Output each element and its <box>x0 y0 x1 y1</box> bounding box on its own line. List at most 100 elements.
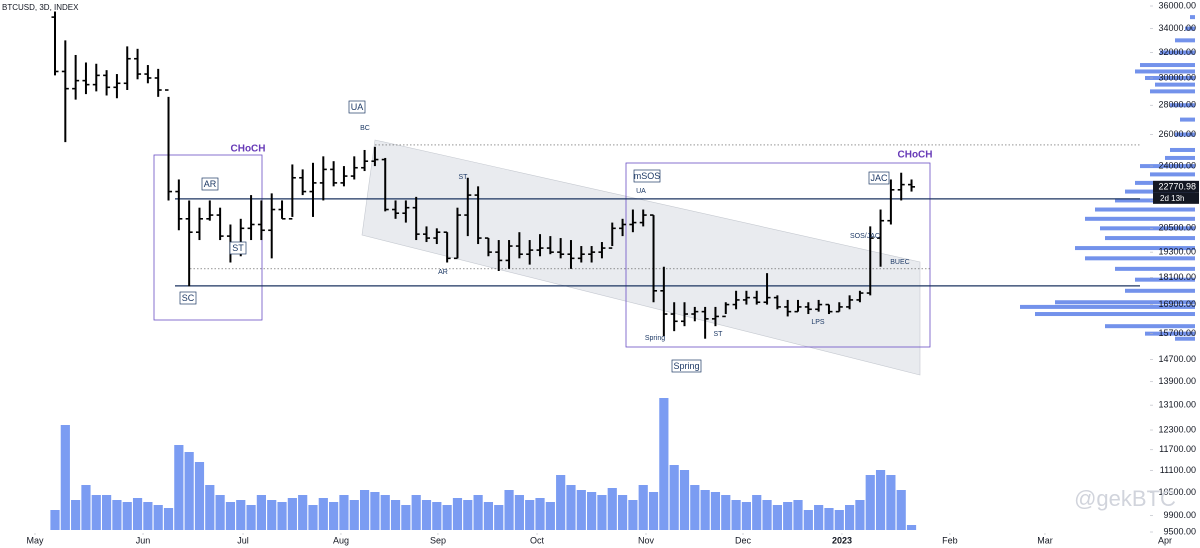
x-tick-label: Jul <box>237 535 249 545</box>
profile-bar <box>1140 164 1195 169</box>
profile-bar <box>1095 207 1195 212</box>
x-tick-label: Oct <box>530 535 545 545</box>
volume-bar <box>60 425 70 530</box>
profile-bar <box>1085 256 1195 261</box>
volume-bar <box>855 500 865 530</box>
profile-bar <box>1165 155 1195 160</box>
profile-bar <box>1160 50 1195 55</box>
y-tick-label: 34000.00 <box>1158 23 1196 33</box>
volume-bar <box>50 510 60 530</box>
x-tick-label: Mar <box>1037 535 1053 545</box>
annotation: SC <box>182 293 195 303</box>
volume-bar <box>102 495 112 530</box>
volume-bar <box>112 500 122 530</box>
profile-bar <box>1075 246 1195 251</box>
profile-bar <box>1175 38 1195 43</box>
volume-bar <box>308 505 318 530</box>
volume-bar <box>535 498 545 530</box>
volume-bar <box>824 508 834 530</box>
profile-bar <box>1115 266 1195 271</box>
volume-bar <box>349 500 359 530</box>
volume-bar <box>277 502 287 530</box>
volume-bar <box>287 498 297 530</box>
y-tick-label: 26000.00 <box>1158 129 1196 139</box>
profile-bar <box>1055 300 1195 305</box>
volume-bar <box>163 508 174 530</box>
y-tick-label: 30000.00 <box>1158 72 1196 82</box>
profile-bar <box>1155 82 1195 87</box>
volume-bar <box>298 495 308 530</box>
profile-bar <box>1125 288 1195 293</box>
volume-bar <box>617 495 628 530</box>
x-tick-label: Jun <box>136 535 151 545</box>
volume-bar <box>174 445 184 530</box>
volume-bar <box>556 475 566 530</box>
annotation: JAC <box>870 173 888 183</box>
volume-bar <box>793 500 803 530</box>
volume-bar <box>803 510 813 530</box>
profile-bar <box>1185 26 1195 31</box>
y-tick-label: 19300.00 <box>1158 247 1196 257</box>
volume-bar <box>153 505 163 530</box>
volume-bar <box>122 502 132 530</box>
volume-bar <box>411 495 421 530</box>
profile-bar <box>1135 277 1195 282</box>
volume-bar <box>421 500 432 530</box>
profile-bar <box>1150 172 1195 177</box>
volume-bar <box>525 500 535 530</box>
label-box <box>179 291 197 305</box>
volume-bar <box>318 498 328 530</box>
volume-bar <box>845 505 855 530</box>
profile-bar <box>1180 117 1195 122</box>
volume-bar <box>679 470 690 530</box>
volume-bar <box>814 505 824 530</box>
volume-bar <box>659 398 669 530</box>
annotation: CHoCH <box>898 150 933 161</box>
countdown-tag <box>1153 192 1199 204</box>
label-box <box>671 359 702 373</box>
y-tick-label: 28000.00 <box>1158 100 1196 110</box>
profile-bar <box>1150 89 1195 94</box>
profile-bar <box>1175 336 1195 341</box>
volume-bar <box>628 500 638 530</box>
volume-bar <box>721 495 731 530</box>
x-tick-label: Dec <box>735 535 752 545</box>
volume-bar <box>906 525 917 530</box>
volume-profile <box>1020 15 1195 341</box>
volume-bar <box>71 500 81 530</box>
profile-bar <box>1190 15 1195 20</box>
volume-bar <box>710 492 721 530</box>
x-tick-label: Feb <box>942 535 958 545</box>
label-box <box>868 171 890 185</box>
profile-bar <box>1085 216 1195 221</box>
volume-bar <box>504 490 514 530</box>
x-tick-label: 2023 <box>832 535 852 545</box>
annotation: mSOS <box>634 171 661 181</box>
annotation: ST <box>232 243 244 253</box>
volume-bar <box>463 500 473 530</box>
volume-bar <box>184 452 194 530</box>
y-tick-label: 9900.00 <box>1163 510 1196 520</box>
volume-bar <box>700 490 710 530</box>
y-tick-label: 11700.00 <box>1159 444 1196 454</box>
y-tick-label: 14700.00 <box>1158 354 1196 364</box>
annotation: ST <box>459 174 469 181</box>
annotation: Spring <box>673 361 699 371</box>
profile-bar <box>1135 69 1195 74</box>
price-tag <box>1153 180 1199 193</box>
annotation: UA <box>636 188 646 195</box>
watermark: @gekBTC <box>1074 486 1176 511</box>
annotation: BC <box>360 125 370 132</box>
symbol: BTCUSD, 3D, INDEX <box>2 3 79 12</box>
profile-bar <box>1170 103 1195 108</box>
volume-bar <box>875 470 886 530</box>
volume-bar <box>432 502 442 530</box>
y-tick-label: 13100.00 <box>1158 400 1196 410</box>
x-tick-label: Sep <box>430 535 446 545</box>
volume-bar <box>865 475 875 530</box>
annotation: UA <box>351 102 364 112</box>
label-box <box>201 177 219 191</box>
label-box <box>633 169 661 183</box>
y-tick-label: 18100.00 <box>1158 272 1196 282</box>
